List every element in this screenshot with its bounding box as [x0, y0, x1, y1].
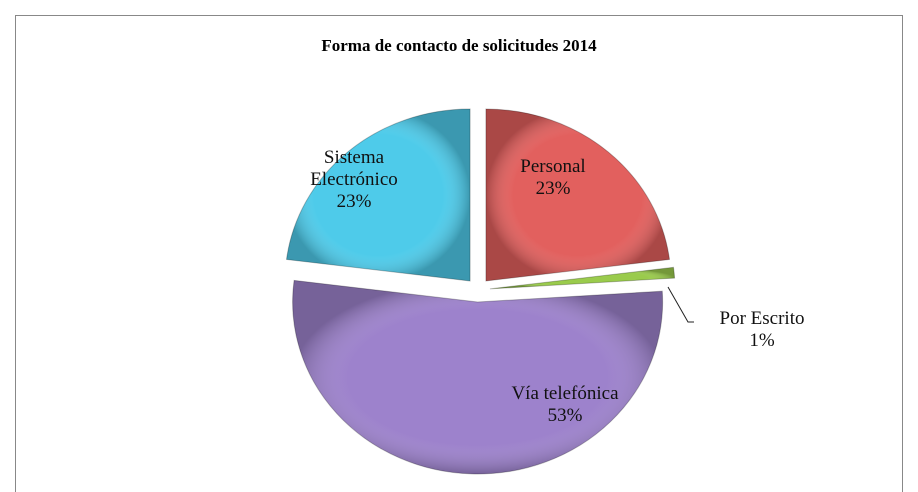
category-label: Por Escrito	[719, 308, 805, 329]
value-label: 53%	[547, 405, 583, 426]
leader-line	[667, 286, 694, 323]
category-label: Vía telefónica	[511, 383, 619, 404]
value-label: 23%	[535, 178, 571, 199]
slice-label: Personal 23%	[483, 156, 623, 200]
category-label: Sistema Electrónico	[310, 147, 398, 190]
frame	[15, 15, 903, 492]
category-label: Personal	[520, 156, 586, 177]
slice-label: Sistema Electrónico 23%	[299, 147, 409, 213]
slice-label: Por Escrito 1%	[692, 308, 832, 352]
value-label: 1%	[749, 330, 775, 351]
chart-title: Forma de contacto de solicitudes 2014	[321, 36, 597, 55]
value-label: 23%	[336, 191, 372, 212]
slice-label: Vía telefónica 53%	[495, 383, 635, 427]
pie-slice	[292, 279, 664, 475]
